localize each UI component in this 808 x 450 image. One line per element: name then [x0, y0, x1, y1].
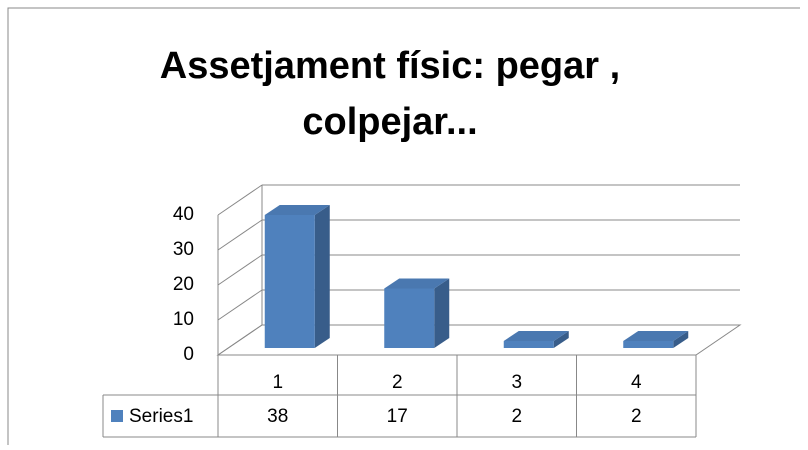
- bar-top: [623, 331, 689, 341]
- chart-border: [7, 7, 800, 445]
- grid-line: [217, 184, 263, 216]
- x-tick-label: 2: [392, 372, 403, 393]
- grid-line: [217, 254, 263, 286]
- bar: [264, 215, 315, 348]
- y-tick-label: 40: [173, 204, 194, 225]
- bar-side: [673, 331, 689, 348]
- legend-key: [111, 410, 123, 422]
- bar: [503, 341, 554, 348]
- bar-side: [434, 278, 450, 348]
- table-value: 2: [511, 406, 522, 427]
- grid-line: [217, 289, 263, 321]
- table-value: 17: [387, 406, 408, 427]
- bar-top: [384, 278, 450, 289]
- x-tick-label: 3: [511, 372, 522, 393]
- grid-line: [217, 219, 263, 251]
- bar: [384, 288, 435, 348]
- x-tick-label: 4: [631, 372, 642, 393]
- x-tick-label: 1: [272, 372, 283, 393]
- chart-title: Assetjament físic: pegar , colpejar...: [159, 45, 621, 143]
- y-tick-label: 30: [173, 239, 194, 260]
- y-tick-label: 20: [173, 274, 194, 295]
- bar-side: [314, 205, 330, 348]
- y-tick-label: 0: [183, 344, 194, 365]
- y-tick-label: 10: [173, 309, 194, 330]
- bar-side: [553, 331, 569, 348]
- grid-line: [217, 324, 263, 356]
- bar-top: [264, 205, 330, 215]
- table-value: 2: [631, 406, 642, 427]
- bar-top: [503, 331, 569, 341]
- legend-label: Series1: [129, 406, 193, 427]
- bar: [623, 341, 674, 348]
- table-value: 38: [267, 406, 288, 427]
